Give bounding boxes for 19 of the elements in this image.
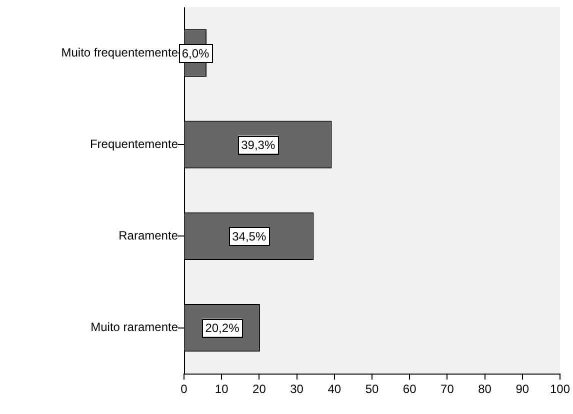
y-tick-label: Muito frequentemente bbox=[61, 45, 178, 60]
x-tick-label: 30 bbox=[290, 382, 304, 396]
x-tick-label: 90 bbox=[516, 382, 530, 396]
x-tick-label: 40 bbox=[328, 382, 342, 396]
x-tick-label: 10 bbox=[214, 382, 229, 396]
x-tick-label: 0 bbox=[180, 382, 188, 396]
y-tick-label: Frequentemente bbox=[90, 136, 178, 151]
x-tick-label: 70 bbox=[440, 382, 454, 396]
x-tick-label: 60 bbox=[402, 382, 417, 396]
x-tick-label: 100 bbox=[550, 382, 570, 396]
x-tick-label: 50 bbox=[365, 382, 379, 396]
x-tick-label: 20 bbox=[252, 382, 266, 396]
data-label: 6,0% bbox=[182, 46, 210, 60]
y-tick-label: Raramente bbox=[118, 228, 178, 243]
x-tick-label: 80 bbox=[478, 382, 492, 396]
data-label: 34,5% bbox=[232, 230, 266, 244]
data-label: 20,2% bbox=[205, 321, 240, 336]
data-label: 39,3% bbox=[241, 138, 276, 152]
y-tick-label: Muito raramente bbox=[90, 320, 178, 334]
